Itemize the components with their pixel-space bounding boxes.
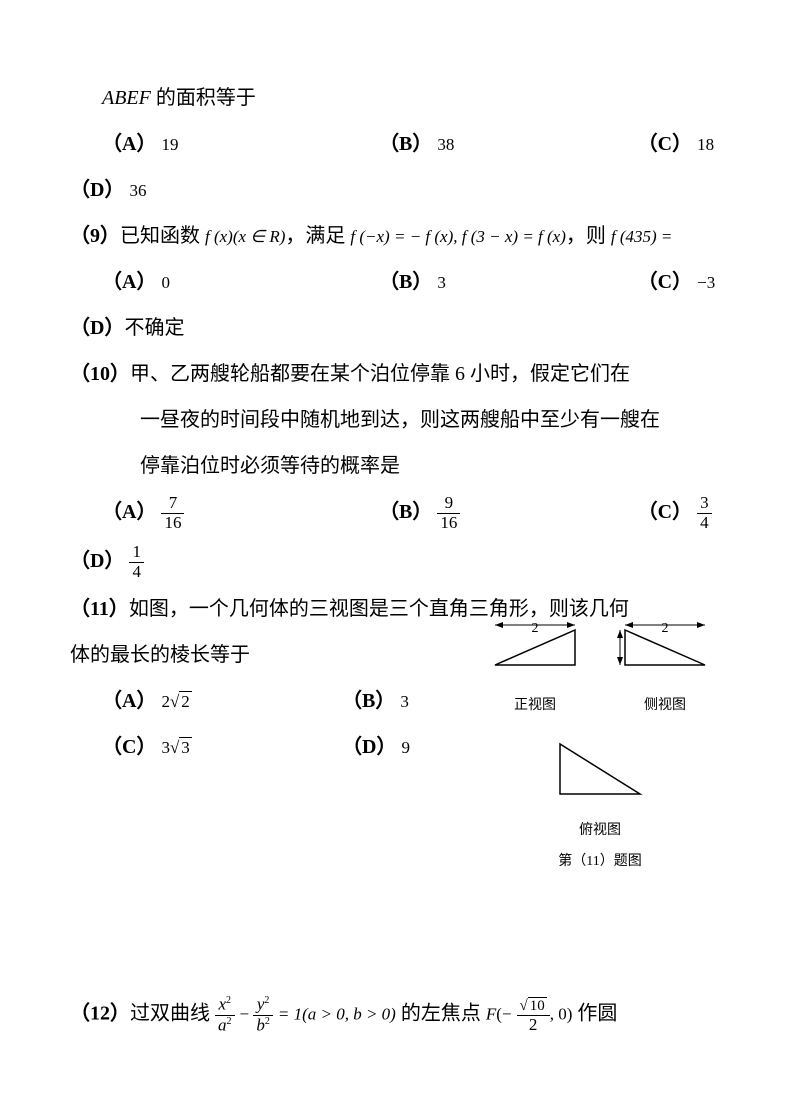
q8-options-row1: （A） 19 （B） 38 （C） 18 [70, 126, 730, 162]
q10-line2: 一昼夜的时间段中随机地到达，则这两艘船中至少有一艘在 [70, 402, 730, 438]
q12-stem: （12）过双曲线 x2a2 − y2b2 = 1(a > 0, b > 0) 的… [70, 995, 730, 1035]
q11-figure: 2 正视图 2 1 侧视图 俯视图 第（11） [460, 620, 740, 874]
q9-opt-c: （C） −3 [638, 264, 730, 300]
q10-opt-c: （C） 34 [638, 494, 730, 533]
q9-options-row1: （A） 0 （B） 3 （C） −3 [70, 264, 730, 300]
q8-opt-c: （C） 18 [638, 126, 730, 162]
q11-opt-c: （C） 3√3 [102, 729, 342, 765]
q8-text: 的面积等于 [151, 87, 256, 109]
q9-opt-a: （A） 0 [102, 264, 379, 300]
svg-text:2: 2 [532, 621, 539, 636]
side-view: 2 1 侧视图 [615, 620, 715, 718]
q11-opt-a: （A） 2√2 [102, 683, 342, 719]
front-view: 2 正视图 [485, 620, 585, 718]
top-view-svg [550, 734, 650, 804]
top-view: 俯视图 [550, 734, 650, 842]
q9-opt-d: （D）不确定 [70, 310, 730, 346]
q9-num: （9） [70, 225, 120, 247]
side-view-svg: 2 1 [615, 620, 715, 680]
front-view-svg: 2 [485, 620, 585, 680]
q8-opt-d: （D） 36 [70, 172, 730, 208]
q8-opt-b: （B） 38 [379, 126, 638, 162]
q8-opt-a: （A） 19 [102, 126, 379, 162]
svg-text:2: 2 [662, 621, 669, 636]
q10-line1: （10）甲、乙两艘轮船都要在某个泊位停靠 6 小时，假定它们在 [70, 356, 730, 392]
q10-opt-a: （A） 716 [102, 494, 379, 533]
q11-fig-caption: 第（11）题图 [460, 849, 740, 874]
q8-abef: ABEF [102, 87, 151, 109]
q10-options-row1: （A） 716 （B） 916 （C） 34 [70, 494, 730, 533]
q8-stem-tail: ABEF 的面积等于 [70, 80, 730, 116]
q9-opt-b: （B） 3 [379, 264, 638, 300]
q10-opt-b: （B） 916 [379, 494, 638, 533]
q10-line3: 停靠泊位时必须等待的概率是 [70, 448, 730, 484]
q10-opt-d: （D） 14 [70, 543, 730, 582]
q9-stem: （9）已知函数 f (x)(x ∈ R)，满足 f (−x) = − f (x)… [70, 218, 730, 254]
